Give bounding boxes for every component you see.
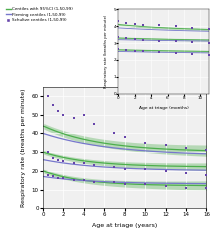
Point <box>72 161 75 165</box>
Point <box>141 50 145 53</box>
Point <box>158 51 161 54</box>
Point <box>141 38 145 42</box>
Point <box>46 173 50 176</box>
Point <box>57 109 60 113</box>
Point <box>123 135 126 139</box>
Point <box>164 169 167 173</box>
Legend: Centiles with 95%CI (1,50,99), Fleming centiles (1,50,99), Schultze centiles (1,: Centiles with 95%CI (1,50,99), Fleming c… <box>4 6 75 24</box>
Point <box>117 35 120 39</box>
Point <box>184 186 188 190</box>
Point <box>164 143 167 146</box>
Y-axis label: Respiratory rate (breaths per minute): Respiratory rate (breaths per minute) <box>21 88 26 207</box>
X-axis label: Age at triage (months): Age at triage (months) <box>138 106 188 110</box>
Point <box>133 37 136 41</box>
Point <box>125 21 128 25</box>
Point <box>113 180 116 184</box>
Point <box>117 47 120 51</box>
Point <box>46 94 50 98</box>
Point <box>72 117 75 120</box>
Point <box>57 176 60 180</box>
Point <box>143 167 147 171</box>
Point <box>52 175 55 178</box>
Point <box>205 148 208 152</box>
Point <box>125 48 128 52</box>
Point <box>92 180 96 184</box>
Point <box>164 184 167 188</box>
Point <box>72 178 75 182</box>
Point <box>57 158 60 161</box>
Point <box>174 40 177 43</box>
Point <box>82 178 86 182</box>
X-axis label: Age at triage (years): Age at triage (years) <box>92 223 157 228</box>
Point <box>123 167 126 171</box>
Point <box>62 160 65 163</box>
Point <box>123 182 126 186</box>
Point <box>158 39 161 42</box>
Point <box>125 36 128 40</box>
Point <box>52 103 55 107</box>
Point <box>133 49 136 52</box>
Point <box>92 122 96 126</box>
Y-axis label: Respiratory rate (breaths per minute): Respiratory rate (breaths per minute) <box>104 15 108 88</box>
Point <box>92 163 96 167</box>
Point <box>133 22 136 26</box>
Point <box>207 27 210 31</box>
Point <box>184 171 188 175</box>
Point <box>190 52 194 56</box>
Point <box>205 173 208 176</box>
Point <box>52 156 55 160</box>
Point <box>113 165 116 169</box>
Point <box>82 113 86 117</box>
Point <box>141 23 145 26</box>
Point <box>46 150 50 154</box>
Point <box>113 132 116 135</box>
Point <box>184 146 188 150</box>
Point <box>158 23 161 27</box>
Point <box>207 53 210 57</box>
Point <box>143 182 147 186</box>
Point <box>174 51 177 55</box>
Point <box>62 176 65 180</box>
Point <box>174 24 177 28</box>
Point <box>190 40 194 44</box>
Point <box>117 19 120 23</box>
Point <box>190 26 194 30</box>
Point <box>62 113 65 117</box>
Point <box>143 141 147 145</box>
Point <box>207 41 210 45</box>
Point <box>205 186 208 190</box>
Point <box>82 161 86 165</box>
